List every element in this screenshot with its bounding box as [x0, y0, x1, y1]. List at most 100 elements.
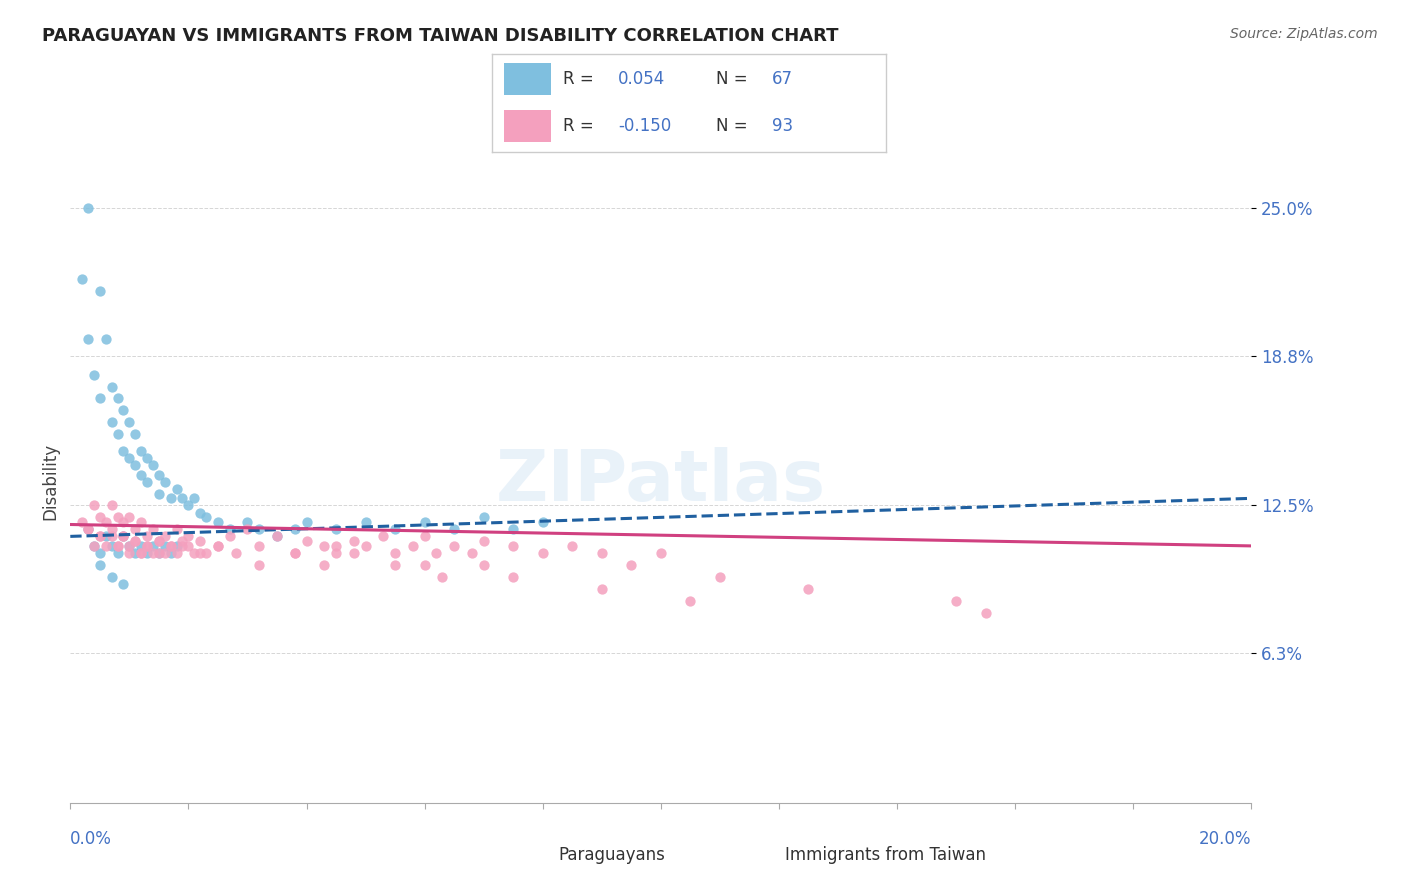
Point	[124, 546, 146, 560]
Point	[100, 415, 122, 429]
Point	[247, 522, 270, 536]
Point	[561, 539, 583, 553]
Point	[136, 475, 159, 489]
Text: Immigrants from Taiwan: Immigrants from Taiwan	[785, 846, 986, 863]
Point	[136, 539, 159, 553]
Point	[502, 570, 524, 584]
Point	[112, 403, 135, 417]
Point	[124, 534, 146, 549]
Point	[77, 332, 100, 346]
Point	[413, 529, 436, 543]
Point	[148, 546, 170, 560]
Point	[343, 534, 366, 549]
Point	[77, 201, 100, 215]
Point	[94, 515, 117, 529]
Bar	[503, 63, 551, 95]
Point	[709, 570, 731, 584]
Point	[124, 458, 146, 472]
Point	[107, 546, 129, 560]
Point	[153, 475, 176, 489]
Text: 20.0%: 20.0%	[1199, 830, 1251, 847]
Point	[118, 510, 141, 524]
Text: Source: ZipAtlas.com: Source: ZipAtlas.com	[1230, 27, 1378, 41]
Point	[148, 486, 170, 500]
Point	[124, 522, 146, 536]
Point	[531, 546, 554, 560]
Point	[112, 577, 135, 591]
Point	[207, 539, 229, 553]
Point	[472, 510, 495, 524]
Point	[373, 529, 395, 543]
Point	[112, 529, 135, 543]
Text: 0.054: 0.054	[619, 70, 665, 88]
Point	[129, 546, 152, 560]
Point	[148, 546, 170, 560]
Text: 93: 93	[772, 117, 793, 135]
Point	[188, 534, 211, 549]
Point	[284, 546, 307, 560]
Point	[129, 443, 152, 458]
Point	[295, 515, 318, 529]
Point	[148, 534, 170, 549]
Point	[94, 332, 117, 346]
Point	[112, 529, 135, 543]
Point	[325, 539, 347, 553]
Point	[591, 546, 613, 560]
Point	[83, 539, 105, 553]
Text: 0.0%: 0.0%	[70, 830, 112, 847]
Text: PARAGUAYAN VS IMMIGRANTS FROM TAIWAN DISABILITY CORRELATION CHART: PARAGUAYAN VS IMMIGRANTS FROM TAIWAN DIS…	[42, 27, 839, 45]
Point	[195, 510, 218, 524]
Point	[461, 546, 484, 560]
Point	[148, 534, 170, 549]
Point	[183, 491, 205, 506]
Point	[118, 539, 141, 553]
Point	[100, 379, 122, 393]
Point	[83, 499, 105, 513]
Point	[472, 558, 495, 572]
Point	[159, 491, 181, 506]
Point	[314, 558, 336, 572]
Point	[247, 539, 270, 553]
Point	[77, 522, 100, 536]
Point	[531, 515, 554, 529]
Text: N =: N =	[717, 70, 754, 88]
Point	[177, 529, 200, 543]
Point	[107, 539, 129, 553]
Point	[70, 272, 93, 286]
Point	[343, 546, 366, 560]
Point	[83, 539, 105, 553]
Point	[124, 534, 146, 549]
Point	[142, 458, 165, 472]
Point	[148, 467, 170, 482]
Point	[591, 582, 613, 596]
Point	[172, 491, 194, 506]
Point	[100, 539, 122, 553]
Point	[89, 558, 111, 572]
Point	[797, 582, 820, 596]
Point	[70, 515, 93, 529]
Point	[142, 546, 165, 560]
Point	[195, 546, 218, 560]
Point	[443, 522, 465, 536]
Point	[89, 546, 111, 560]
Point	[153, 539, 176, 553]
Point	[325, 546, 347, 560]
Point	[295, 534, 318, 549]
Point	[159, 539, 181, 553]
Point	[107, 539, 129, 553]
Point	[77, 522, 100, 536]
Text: -0.150: -0.150	[619, 117, 671, 135]
Point	[107, 427, 129, 442]
Point	[974, 606, 997, 620]
Point	[94, 529, 117, 543]
Point	[413, 515, 436, 529]
Point	[172, 539, 194, 553]
Point	[129, 467, 152, 482]
Point	[107, 392, 129, 406]
Y-axis label: Disability: Disability	[41, 443, 59, 520]
Point	[207, 539, 229, 553]
Point	[284, 546, 307, 560]
Point	[89, 285, 111, 299]
Point	[679, 593, 702, 607]
Point	[207, 515, 229, 529]
